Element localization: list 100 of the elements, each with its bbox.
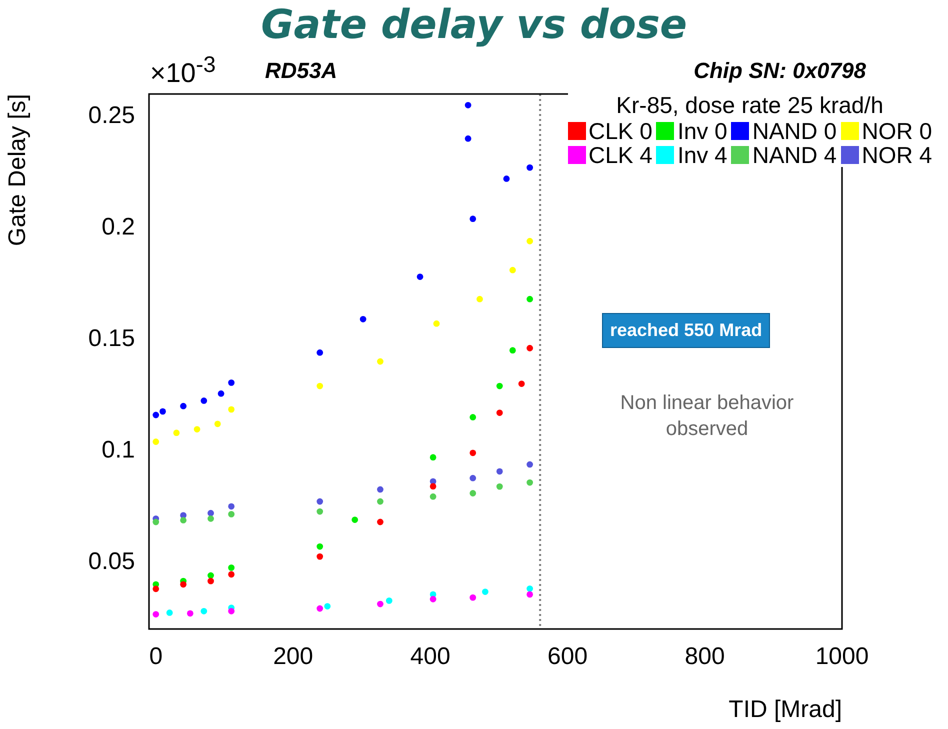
point <box>228 379 235 386</box>
point <box>316 605 324 612</box>
point <box>316 553 324 560</box>
point <box>228 571 235 578</box>
point <box>518 380 525 387</box>
point <box>180 402 187 410</box>
point <box>526 296 534 302</box>
point <box>316 508 324 515</box>
point <box>316 543 324 550</box>
legend-label: CLK 4 <box>588 142 652 168</box>
point <box>228 564 235 571</box>
point <box>430 596 436 602</box>
point <box>464 102 472 108</box>
point <box>228 608 235 614</box>
point <box>526 585 534 592</box>
annotation: Non linear behavior observed <box>619 391 795 442</box>
point <box>470 450 476 456</box>
point <box>173 430 180 436</box>
y-tick-label: 0.2 <box>102 213 135 240</box>
point <box>208 578 214 584</box>
point <box>470 474 476 482</box>
point <box>526 164 534 171</box>
x-tick-label: 800 <box>684 643 725 670</box>
point <box>503 176 510 182</box>
legend-label: NAND 4 <box>752 142 837 168</box>
point <box>214 420 221 428</box>
point <box>316 382 324 390</box>
point <box>377 518 384 526</box>
point <box>194 426 200 432</box>
point <box>324 603 331 610</box>
y-tick-label: 0.15 <box>88 324 135 352</box>
point <box>526 479 534 486</box>
legend-label: NOR 0 <box>862 118 932 144</box>
x-tick-label: 0 <box>149 643 163 670</box>
y-tick-label: 0.25 <box>88 102 135 129</box>
point <box>464 135 472 142</box>
point <box>360 316 366 322</box>
point <box>470 490 476 496</box>
legend-label: NOR 4 <box>862 142 932 168</box>
text: ×10$^{-3}$ <box>150 52 216 89</box>
point <box>509 266 516 274</box>
point <box>218 390 224 397</box>
point <box>433 320 440 327</box>
point <box>316 349 324 356</box>
point <box>509 347 516 354</box>
point <box>470 594 476 601</box>
point <box>526 591 534 598</box>
x-tick-label: 1000 <box>815 643 869 670</box>
point <box>430 454 436 461</box>
chart-title: Gate delay vs dose <box>260 2 688 48</box>
point <box>200 608 208 614</box>
text: Chip SN: 0x0798 <box>694 58 866 84</box>
point <box>152 518 160 526</box>
point <box>476 296 483 302</box>
point <box>166 610 173 616</box>
legend-label: Inv 0 <box>677 118 728 144</box>
point <box>228 406 235 413</box>
point <box>160 408 166 415</box>
point <box>316 498 324 505</box>
point <box>470 216 476 222</box>
point <box>496 382 503 390</box>
point <box>180 581 187 588</box>
point <box>377 498 384 505</box>
point <box>526 238 534 244</box>
legend-label: CLK 0 <box>588 118 652 144</box>
point <box>526 344 534 352</box>
y-tick-label: 0.1 <box>102 436 135 464</box>
text: RD53A <box>265 58 338 84</box>
point <box>208 510 214 516</box>
point <box>208 572 214 579</box>
legend-title: Kr-85, dose rate 25 krad/h <box>615 92 884 119</box>
legend-label: Inv 4 <box>677 142 728 168</box>
point <box>152 611 160 618</box>
point <box>186 610 194 617</box>
point <box>496 483 503 490</box>
x-tick-label: 400 <box>410 643 450 670</box>
x-axis-title: TID [Mrad] <box>728 696 842 724</box>
point <box>526 461 534 468</box>
point <box>152 586 160 592</box>
point <box>208 515 214 522</box>
y-axis-title: Gate Delay [s] <box>4 94 32 246</box>
point <box>386 597 392 604</box>
point <box>377 600 384 608</box>
point <box>430 483 436 490</box>
point <box>377 358 384 365</box>
point <box>430 493 436 500</box>
point <box>152 438 160 445</box>
point <box>228 511 235 518</box>
point <box>470 414 476 420</box>
point <box>482 588 488 595</box>
point <box>152 412 160 418</box>
x-tick-label: 600 <box>548 643 588 670</box>
point <box>496 468 503 475</box>
point <box>377 486 384 493</box>
point <box>352 516 358 523</box>
point <box>180 517 187 524</box>
point <box>228 503 235 510</box>
legend-label: NAND 0 <box>752 118 837 144</box>
point <box>200 398 208 404</box>
annotation: reached 550 Mrad <box>602 313 770 348</box>
